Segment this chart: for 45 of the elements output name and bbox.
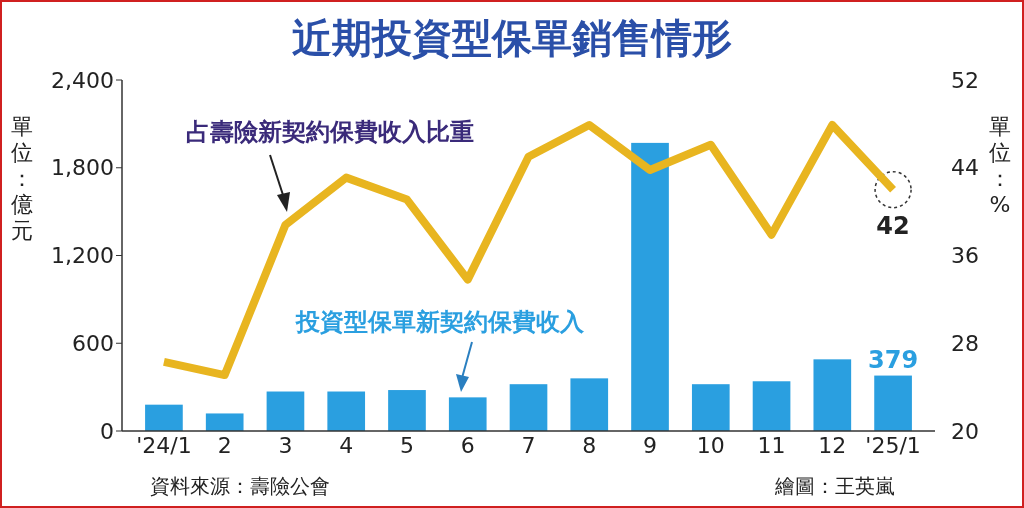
bar — [631, 142, 669, 431]
bar — [266, 391, 305, 431]
bar — [691, 384, 730, 431]
x-tick-label: 7 — [521, 433, 536, 458]
x-tick-label: 10 — [696, 433, 725, 458]
x-tick-label: 9 — [643, 433, 658, 458]
y2-tick-label: 52 — [951, 67, 979, 93]
bar — [205, 413, 244, 431]
y2-axis-title: 單位：% — [989, 114, 1011, 217]
bar — [509, 384, 548, 431]
x-tick-label: 3 — [278, 433, 293, 458]
bar — [145, 404, 183, 431]
bar — [752, 381, 791, 431]
y2-tick-label: 28 — [951, 330, 979, 356]
data-label: 42 — [876, 211, 910, 240]
bar — [813, 359, 852, 431]
bar — [327, 391, 366, 431]
x-tick-label: 2 — [217, 433, 232, 458]
y2-tick-label: 44 — [951, 155, 979, 181]
y-tick-label: 1,200 — [51, 243, 114, 269]
x-tick-label: '25/1 — [865, 433, 921, 458]
x-tick-label: 8 — [582, 433, 597, 458]
text: 繪圖：王英嵐 — [774, 474, 895, 498]
bar — [570, 378, 609, 431]
y2-tick-label: 20 — [951, 418, 979, 444]
bar — [388, 390, 426, 431]
x-tick-label: 6 — [460, 433, 475, 458]
x-tick-label: 4 — [339, 433, 354, 458]
y2-tick-label: 36 — [951, 243, 979, 269]
source-note: 資料來源：壽險公會 — [150, 474, 330, 498]
y-tick-label: 0 — [100, 418, 114, 444]
x-tick-label: 12 — [818, 433, 847, 458]
y-tick-label: 1,800 — [51, 155, 114, 181]
y-tick-label: 600 — [72, 330, 114, 356]
y-axis-title: 單位：億元 — [11, 114, 33, 243]
series-label: 投資型保單新契約保費收入 — [295, 308, 585, 336]
text: 占壽險新契約保費收入比重 — [186, 118, 474, 146]
x-tick-label: 11 — [757, 433, 786, 458]
x-tick-label: 5 — [399, 433, 414, 458]
x-tick-label: '24/1 — [136, 433, 192, 458]
data-label: 379 — [868, 345, 919, 374]
bar — [874, 375, 912, 431]
y-tick-label: 2,400 — [51, 67, 114, 93]
bar — [448, 397, 487, 431]
chart-title: 近期投資型保單銷售情形 — [292, 15, 732, 61]
